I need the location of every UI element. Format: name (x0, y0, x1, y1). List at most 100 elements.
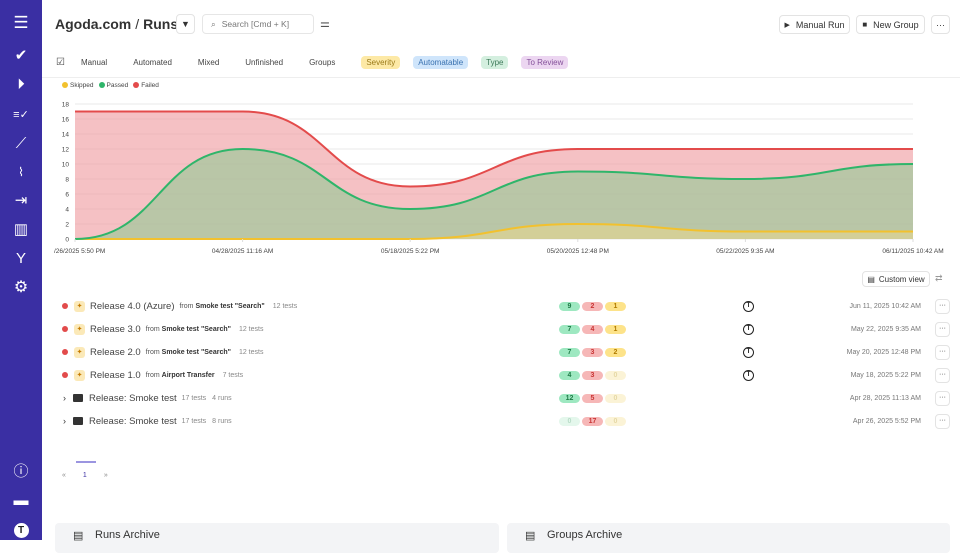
steps-icon[interactable]: ⟋ (15, 135, 27, 152)
divider (42, 77, 960, 78)
list-check-icon[interactable]: ≡✓ (13, 109, 29, 121)
run-row[interactable]: ✦ Release 1.0 from Airport Transfer 7 tests… (62, 365, 950, 385)
run-row[interactable]: ✦ Release 2.0 from Smoke test "Search" 12 t… (62, 342, 950, 362)
passed-badge: 7 (559, 347, 580, 357)
runs-archive-card[interactable]: ▤ Runs Archive (55, 523, 499, 553)
run-date: Apr 28, 2025 11:13 AM (849, 394, 921, 402)
skipped-line (75, 222, 913, 241)
row-more-button[interactable]: ··· (935, 321, 950, 337)
archive-icon: ▤ (525, 530, 536, 542)
y-tick-label: 0 (65, 237, 69, 244)
skipped-badge: 2 (605, 347, 626, 357)
folder-plus-icon: ■ (862, 20, 868, 29)
legend-failed[interactable]: Failed (133, 82, 159, 89)
play-circle-icon[interactable]: ⏵ (17, 76, 25, 93)
passed-line (74, 147, 914, 240)
run-name[interactable]: Release 2.0 (90, 346, 141, 358)
manual-run-button[interactable]: ▶ Manual Run (779, 15, 850, 34)
user-avatar: T (743, 323, 754, 335)
branch-icon[interactable]: Y (15, 250, 26, 267)
select-all-icon[interactable]: ☑ (56, 57, 65, 68)
legend-passed[interactable]: Passed (98, 82, 128, 89)
custom-view-button[interactable]: ▤ Custom view (862, 271, 930, 287)
next-page[interactable]: » (103, 472, 108, 479)
import-icon[interactable]: ⇥ (14, 192, 28, 209)
folder-icon (73, 394, 83, 402)
settings-sliders-icon[interactable]: ⚌ (320, 18, 330, 30)
filter-type[interactable]: Type (481, 56, 509, 69)
prev-page[interactable]: « (62, 472, 66, 479)
y-tick-label: 6 (65, 192, 69, 199)
run-name[interactable]: Release 4.0 (Azure) (90, 300, 175, 312)
run-name[interactable]: Release 1.0 (90, 369, 141, 381)
new-group-label: New Group (873, 19, 919, 30)
user-avatar: T (743, 369, 754, 381)
manual-run-icon: ✦ (74, 369, 85, 381)
legend-skipped[interactable]: Skipped (62, 82, 94, 89)
filter-automatable[interactable]: Automatable (413, 56, 469, 69)
run-date: May 18, 2025 5:22 PM (850, 371, 921, 379)
more-button[interactable]: ··· (931, 15, 950, 34)
failed-status-icon (62, 372, 68, 378)
analytics-icon[interactable]: ▥ (13, 221, 29, 238)
failed-status-icon (62, 326, 68, 332)
separator: / (135, 16, 140, 32)
sort-icon[interactable]: ⇄ (935, 273, 943, 283)
y-tick-label: 16 (62, 117, 70, 124)
row-more-button[interactable]: ··· (935, 413, 950, 429)
passed-badge: 0 (559, 416, 580, 426)
menu-icon[interactable]: ☰ (13, 13, 29, 32)
filter-severity[interactable]: Severity (361, 56, 401, 69)
row-more-button[interactable]: ··· (935, 390, 950, 406)
project-link[interactable]: Agoda.com (55, 16, 132, 32)
manual-run-icon: ✦ (74, 323, 85, 335)
status-badges: 12 5 0 (559, 393, 626, 403)
row-more-button[interactable]: ··· (935, 298, 950, 314)
tab-groups[interactable]: Groups (309, 58, 336, 67)
chevron-right-icon[interactable]: › (63, 416, 66, 426)
row-more-button[interactable]: ··· (935, 367, 950, 383)
x-tick-label: 05/20/2025 12:48 PM (547, 248, 609, 255)
breadcrumb: Agoda.com / Runs (55, 16, 178, 32)
search-input[interactable]: ⌕ Search [Cmd + K] (202, 14, 314, 34)
pulse-icon[interactable]: ⌇ (18, 165, 24, 179)
tab-unfinished[interactable]: Unfinished (245, 58, 284, 67)
check-icon[interactable]: ✔ (14, 47, 28, 64)
run-row[interactable]: ✦ Release 3.0 from Smoke test "Search" 12 t… (62, 319, 950, 339)
tab-mixed[interactable]: Mixed (197, 58, 220, 67)
gear-icon[interactable]: ⚙ (13, 279, 29, 296)
group-name[interactable]: Release: Smoke test (89, 392, 177, 404)
run-count: 8 runs (212, 417, 232, 425)
groups-archive-card[interactable]: ▤ Groups Archive (507, 523, 950, 553)
y-tick-label: 12 (62, 147, 70, 154)
test-count: 12 tests (238, 325, 264, 333)
tab-manual[interactable]: Manual (80, 58, 108, 67)
new-group-button[interactable]: ■ New Group (856, 15, 925, 34)
x-tick-label: 05/22/2025 9:35 AM (716, 248, 774, 255)
run-date: May 22, 2025 9:35 AM (850, 325, 921, 333)
run-name[interactable]: Release 3.0 (90, 323, 141, 335)
run-source: from Smoke test "Search" (179, 302, 265, 310)
run-source: from Smoke test "Search" (145, 348, 231, 356)
filter-to-review[interactable]: To Review (521, 56, 569, 69)
user-avatar[interactable]: T (0, 519, 42, 539)
run-row[interactable]: ✦ Release 4.0 (Azure) from Smoke test "Sea… (62, 296, 950, 316)
x-tick-label: 04/28/2025 11:16 AM (212, 248, 273, 255)
test-count: 12 tests (272, 302, 298, 310)
group-row[interactable]: › Release: Smoke test 17 tests 4 runs 12 5 0 Ap… (62, 388, 950, 408)
runs-archive-title: Runs Archive (95, 529, 160, 541)
chevron-right-icon[interactable]: › (63, 393, 66, 403)
group-row[interactable]: › Release: Smoke test 17 tests 8 runs 0 17 0 Ap… (62, 411, 950, 431)
group-name[interactable]: Release: Smoke test (89, 415, 177, 427)
filter-button[interactable]: ▼ (176, 14, 195, 34)
skipped-badge: 1 (605, 301, 626, 311)
archive-icon: ▤ (73, 530, 84, 542)
row-more-button[interactable]: ··· (935, 344, 950, 360)
page-1[interactable]: 1 (82, 472, 87, 479)
tab-automated[interactable]: Automated (133, 58, 172, 67)
folders-icon[interactable]: ▬ (13, 492, 29, 509)
help-icon[interactable]: ⓘ (13, 463, 29, 480)
y-tick-label: 8 (65, 177, 69, 184)
